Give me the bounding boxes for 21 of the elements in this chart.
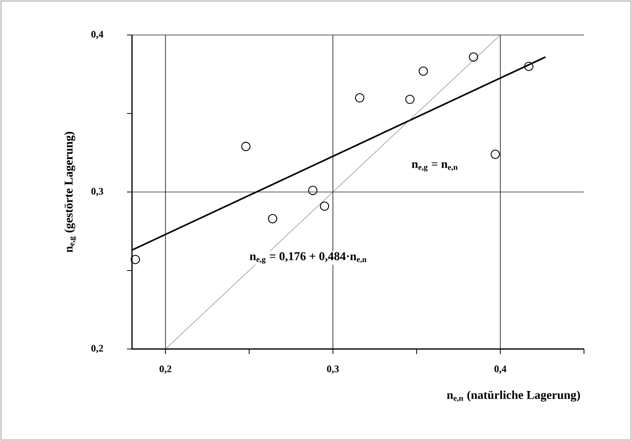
y-tick-label: 0,4 [91,30,104,40]
x-tick-label: 0,2 [160,366,172,374]
point [241,142,250,152]
annotation: n$_{e,g}$ = 0,176 + 0,484·n$_{e,n}$ [250,252,366,264]
point [355,93,364,102]
point [524,62,534,72]
x-axis-title: n$_{e,n}$ (natürliche Lagerung) [446,390,580,402]
x-tick-label: 0,4 [494,366,506,374]
point [490,150,500,159]
y-tick-label: 0,3 [91,188,104,196]
y-axis-title: n$_{e,g}$ (gestörte Lagerung) [64,132,76,252]
point [418,66,428,76]
point [268,214,278,224]
annotation: n$_{e,g}$ = n$_{e,n}$ [412,162,458,172]
y-tick-label: 0,2 [91,344,104,354]
point [308,186,318,196]
point [130,254,140,264]
point [320,201,330,211]
point [468,52,478,62]
x-tick-label: 0,3 [327,366,339,374]
point [405,94,415,104]
